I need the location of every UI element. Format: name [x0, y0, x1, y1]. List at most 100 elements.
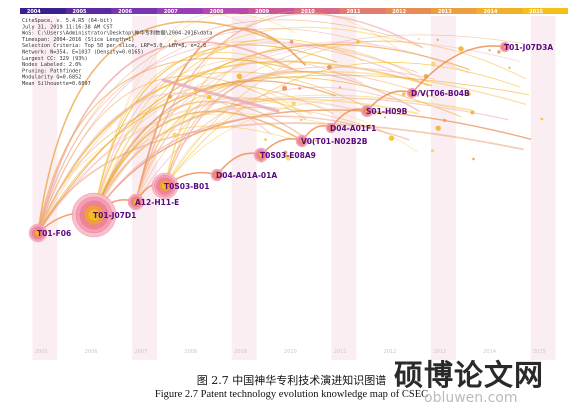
node-ring — [300, 139, 304, 143]
node-ring — [503, 45, 507, 49]
evolution-arc — [37, 20, 281, 234]
minor-node — [339, 86, 342, 89]
minor-node — [383, 116, 386, 119]
patent-nodes: T01-F06 T01-J07D1 A12-H11-E T0S03-B01 D04-A0… — [28, 41, 553, 243]
patent-node: T01-J07D1 — [71, 192, 136, 238]
evolution-arc — [93, 51, 301, 216]
timeline-year-label: 2013 — [438, 9, 452, 15]
node-label: T01-J07D3A — [504, 43, 553, 52]
minor-node — [402, 92, 406, 96]
patent-node: D04-A01F1 — [325, 122, 376, 134]
bottom-year-label: 2010 — [284, 349, 297, 355]
evolution-arc — [164, 62, 520, 187]
patent-node: A12-H11-E — [127, 193, 179, 211]
bottom-year-label: 2013 — [433, 349, 446, 355]
info-line: July 31, 2019 11:16:38 AM CST — [22, 24, 113, 30]
minor-node — [430, 149, 435, 153]
minor-node — [167, 94, 173, 99]
info-line: Timespan: 2004-2016 (Slice Length=1) — [22, 37, 134, 43]
minor-node — [206, 94, 212, 100]
bottom-year-label: 2015 — [533, 349, 546, 355]
minor-node — [497, 50, 501, 54]
timeline-year-label: 2014 — [484, 9, 498, 15]
evolution-arc — [93, 13, 296, 216]
node-label: T0S03-E08A9 — [260, 151, 316, 160]
timeline-segment — [65, 8, 112, 14]
minor-node — [291, 101, 296, 106]
evolution-arc — [164, 98, 472, 187]
year-column-stripe — [231, 16, 257, 360]
timeline-year-label: 2004 — [27, 9, 41, 15]
info-line: Pruning: Pathfinder — [22, 68, 81, 74]
evolution-arc — [37, 57, 364, 234]
patent-node: D04-A01A-01A — [210, 168, 277, 182]
minor-node — [366, 68, 369, 70]
timeline-year-label: 2008 — [210, 9, 224, 15]
info-line: Selection Criteria: Top 50 per slice, LR… — [22, 43, 206, 49]
minor-node — [174, 39, 177, 43]
node-ring — [215, 173, 219, 177]
patent-node: V0(T01-N02B2B — [295, 134, 368, 148]
bottom-year-label: 2012 — [384, 349, 397, 355]
timeline-segment — [431, 8, 478, 14]
minor-node — [285, 155, 292, 161]
minor-node — [423, 74, 429, 79]
node-label: S01-H09B — [366, 107, 408, 116]
node-label: T0S03-B01 — [164, 182, 209, 191]
minor-node — [435, 125, 441, 131]
evolution-arc — [37, 28, 380, 234]
citespace-knowledge-map: 2004 2005 2006 2007 2008 2009 2010 2011 2012 2013… — [20, 8, 568, 360]
year-column-stripe — [431, 16, 456, 360]
node-ring — [133, 199, 139, 205]
figure-caption-english: Figure 2.7 Patent technology evolution k… — [154, 389, 429, 400]
timeline-segment — [248, 8, 295, 14]
patent-node: T01-J07D3A — [499, 41, 553, 53]
minor-node — [283, 150, 288, 155]
evolution-arc — [37, 57, 304, 234]
watermark-url: obluwen.com — [424, 390, 518, 406]
evolution-arc — [164, 101, 418, 187]
timeline-segment — [294, 8, 341, 14]
timeline-segment — [385, 8, 432, 14]
patent-node: D/V(T06-B04B — [406, 87, 470, 99]
node-label: D04-A01F1 — [330, 124, 376, 133]
timeline-segment — [476, 8, 523, 14]
minor-node — [193, 88, 197, 92]
citespace-info-block: CiteSpace, v. 5.4.R5 (64-bit)July 31, 20… — [22, 18, 212, 87]
node-label: T01-J07D1 — [93, 211, 136, 220]
minor-node — [337, 108, 340, 111]
minor-node — [264, 138, 267, 141]
site-watermark: 硕博论文网 obluwen.com — [394, 352, 574, 412]
node-label: D04-A01A-01A — [216, 171, 277, 180]
node-ring — [161, 182, 169, 190]
evolution-arc — [37, 75, 307, 234]
minor-node — [466, 91, 471, 96]
evolution-arc — [93, 100, 314, 216]
evolution-arc — [93, 84, 334, 216]
evolution-arc — [135, 66, 435, 203]
node-ring — [329, 126, 333, 130]
node-label: T01-F06 — [37, 229, 71, 238]
patent-node: S01-H09B — [360, 104, 408, 118]
info-line: CiteSpace, v. 5.4.R5 (64-bit) — [22, 18, 113, 24]
node-label: V0(T01-N02B2B — [301, 137, 368, 146]
year-column-stripe — [530, 16, 556, 360]
minor-node — [356, 39, 360, 44]
timeline-year-label: 2012 — [392, 9, 406, 15]
bottom-year-label: 2011 — [334, 349, 347, 355]
minor-node — [508, 66, 511, 69]
evolution-arc — [93, 110, 303, 216]
evolution-arc — [93, 70, 527, 216]
minor-node — [488, 49, 491, 52]
bottom-year-label: 2009 — [234, 349, 247, 355]
evolution-arcs — [37, 10, 544, 234]
patent-node: T0S03-E08A9 — [253, 147, 316, 163]
info-line: WoS: C:\Users\Administrator\Desktop\神华专利… — [22, 29, 212, 37]
minor-node — [298, 87, 301, 90]
evolution-arc — [135, 34, 525, 203]
minor-node — [470, 110, 475, 115]
year-column-stripe — [331, 16, 357, 360]
evolution-arc — [37, 76, 462, 234]
timeline-segment — [202, 8, 249, 14]
minor-node — [172, 132, 178, 138]
